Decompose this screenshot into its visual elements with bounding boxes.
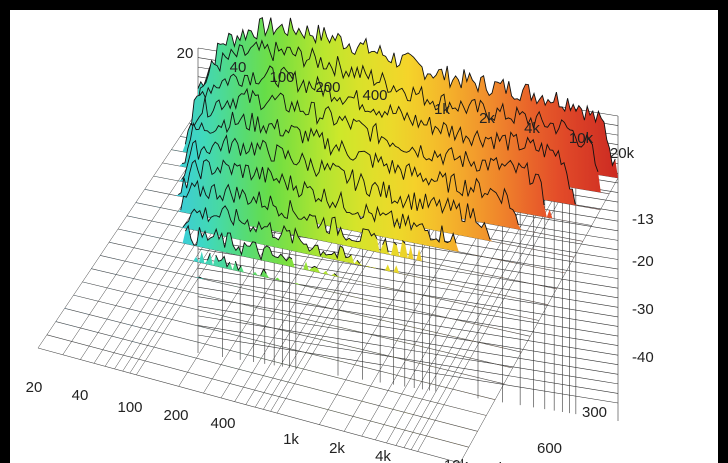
spectrum-slice-fill xyxy=(46,334,469,448)
back-frequency-tick-label: 400 xyxy=(362,87,387,104)
back-frequency-tick-label: 20k xyxy=(610,145,635,162)
spectrum-slice-fill xyxy=(91,268,513,368)
spectrum-slice-fill xyxy=(135,181,557,289)
spectrum-slice-fill xyxy=(73,295,496,400)
back-grid-hline xyxy=(197,315,619,385)
back-frequency-tick-label: 4k xyxy=(524,120,540,137)
back-frequency-tick-label: 2k xyxy=(479,110,495,127)
amplitude-tick-label: -30 xyxy=(632,301,654,318)
amplitude-tick-label: -20 xyxy=(632,253,654,270)
front-frequency-tick-label: 40 xyxy=(72,387,89,404)
front-frequency-tick-label: 20 xyxy=(26,379,43,396)
front-frequency-tick-label: 200 xyxy=(163,407,188,424)
back-frequency-tick-label: 40 xyxy=(230,59,247,76)
floor-grid-line xyxy=(37,347,461,463)
spectrum-slice-fill xyxy=(82,281,504,384)
amplitude-tick-label: -40 xyxy=(632,349,654,366)
back-grid-hline xyxy=(197,296,619,366)
front-frequency-tick-label: 2k xyxy=(329,440,345,457)
back-frequency-tick-label: 10k xyxy=(569,130,594,147)
spectrum-slice-line xyxy=(178,159,457,244)
spectrum-slice-line xyxy=(198,276,202,279)
front-frequency-tick-label: 100 xyxy=(117,399,142,416)
chart-frame: 20 40 100 200 400 1k 2k 4k 10k 20k 20 40 100 200 400 1k… xyxy=(10,10,718,463)
back-grid-hline xyxy=(197,258,619,327)
spectrum-slice-fill xyxy=(118,225,539,321)
time-tick-label: 600 xyxy=(537,440,562,457)
axis-labels: 20 40 100 200 400 1k 2k 4k 10k 20k 20 40 100 200 400 1k… xyxy=(26,45,654,463)
front-frequency-tick-label: 10k xyxy=(444,457,469,463)
time-tick-label: 300 xyxy=(582,404,607,421)
spectrum-slice-fill xyxy=(100,255,522,353)
spectrum-slice-fill xyxy=(55,321,478,432)
front-frequency-tick-label: 4k xyxy=(375,448,391,463)
spectrum-slice-line xyxy=(182,111,519,226)
spectrum-slice-line xyxy=(188,65,576,205)
spectrum-slice-fill xyxy=(64,308,487,416)
spectrum-slice-fill xyxy=(162,112,583,242)
spectrum-slices xyxy=(46,17,618,448)
spectrum-slice-line xyxy=(197,17,616,167)
back-grid-hline xyxy=(197,267,619,337)
spectrum-slice-fill xyxy=(109,242,531,337)
back-grid-hline xyxy=(197,334,619,404)
back-grid-hline xyxy=(197,286,619,356)
amplitude-tick-label: -13 xyxy=(632,211,654,228)
back-frequency-tick-label: 1k xyxy=(434,101,450,118)
back-frequency-tick-label: 200 xyxy=(315,79,340,96)
waterfall-plot: 20 40 100 200 400 1k 2k 4k 10k 20k 20 40 100 200 400 1k… xyxy=(26,17,654,463)
back-frequency-tick-label: 20 xyxy=(177,45,194,62)
back-grid-hline xyxy=(197,306,619,375)
spectrum-slice-line xyxy=(191,39,599,172)
front-frequency-tick-label: 20k xyxy=(482,460,507,463)
spectrum-slice-line xyxy=(181,134,491,240)
front-frequency-tick-label: 400 xyxy=(210,415,235,432)
spectrum-slice-fill xyxy=(126,205,548,305)
front-frequency-tick-label: 1k xyxy=(283,431,299,448)
spectrum-slice-fill xyxy=(144,159,566,273)
spectrum-slice-line xyxy=(185,224,338,276)
back-grid-hline xyxy=(197,325,619,394)
spectrum-slice-fill xyxy=(153,135,575,258)
floor-grid-line xyxy=(55,321,478,432)
back-frequency-tick-label: 100 xyxy=(269,69,294,86)
